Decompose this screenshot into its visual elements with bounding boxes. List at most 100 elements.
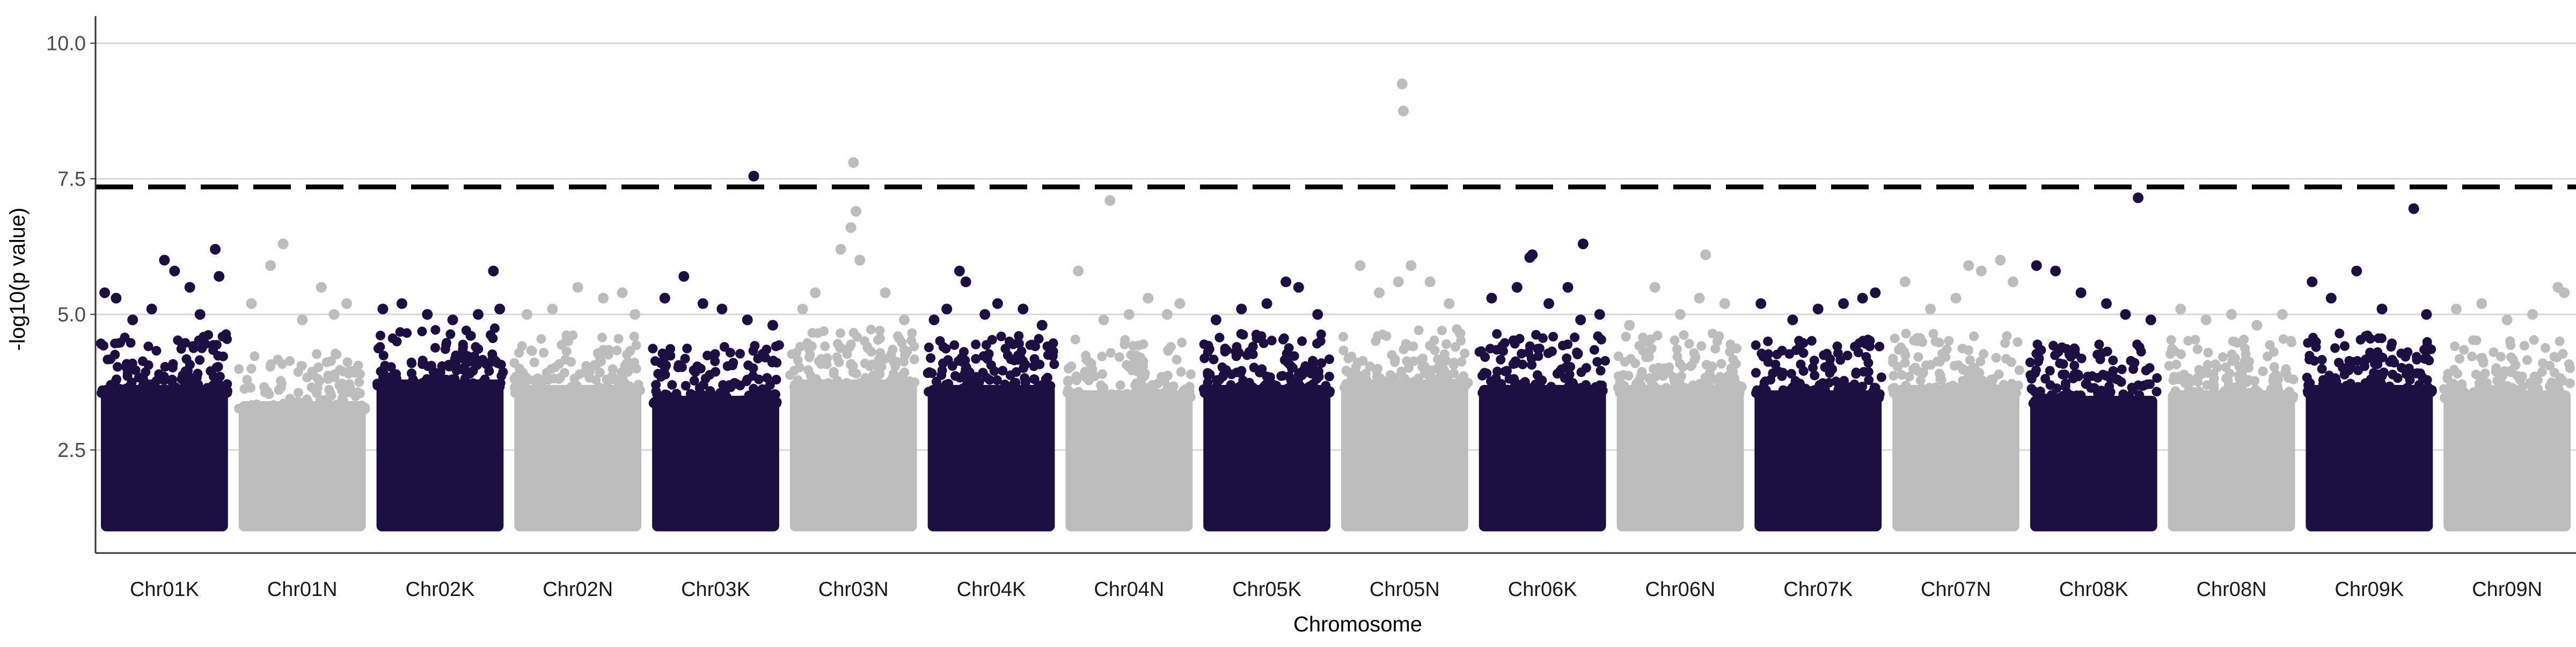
snp-point — [1965, 355, 1975, 365]
snp-point — [1104, 390, 1114, 400]
snp-point — [2529, 335, 2539, 345]
snp-point — [561, 336, 572, 346]
snp-point — [1865, 341, 1875, 352]
snp-point — [1720, 373, 1730, 383]
snp-point — [1621, 332, 1631, 341]
snp-point — [2365, 333, 2375, 344]
snp-top-point — [277, 238, 289, 250]
snp-point — [1890, 333, 1900, 344]
snp-point — [1701, 360, 1711, 370]
snp-point — [1305, 388, 1315, 398]
snp-point — [1491, 373, 1501, 383]
snp-point — [848, 328, 859, 338]
snp-point — [246, 364, 257, 374]
snp-point — [1665, 385, 1675, 395]
snp-point — [159, 375, 169, 386]
snp-point — [1484, 387, 1494, 397]
snp-point — [662, 390, 672, 400]
snp-point — [1130, 357, 1139, 366]
snp-point — [2265, 340, 2275, 350]
snp-top-point — [2008, 276, 2018, 287]
snp-point — [765, 380, 775, 390]
snp-point — [2374, 333, 2383, 343]
snp-point — [1684, 339, 1694, 349]
x-tick-label: Chr09K — [2334, 578, 2404, 601]
snp-point — [651, 380, 661, 390]
snp-point — [383, 382, 392, 392]
snp-top-point — [396, 298, 407, 309]
snp-point — [698, 380, 708, 390]
chromosome-bulk-points — [1754, 390, 1882, 532]
snp-point — [1427, 373, 1437, 383]
snp-point — [1350, 382, 1360, 392]
snp-point — [2478, 358, 2489, 368]
snp-point — [875, 369, 885, 379]
snp-point — [115, 338, 126, 348]
snp-top-point — [1396, 78, 1408, 90]
snp-point — [97, 388, 106, 398]
y-tick-label: 2.5 — [57, 439, 86, 462]
snp-point — [1199, 388, 1210, 398]
snp-point — [2087, 371, 2097, 381]
snp-point — [1297, 336, 1307, 346]
snp-point — [289, 403, 299, 413]
x-tick-label: Chr07K — [1783, 578, 1853, 601]
snp-point — [1034, 334, 1044, 344]
snp-top-point — [1018, 303, 1029, 315]
snp-point — [1869, 382, 1879, 392]
snp-point — [771, 341, 781, 352]
snp-point — [1036, 384, 1046, 395]
snp-point — [1362, 375, 1372, 385]
snp-point — [2258, 366, 2268, 376]
snp-point — [151, 376, 162, 386]
snp-point — [2519, 340, 2529, 351]
snp-top-point — [1398, 105, 1409, 117]
snp-point — [1724, 386, 1734, 396]
snp-point — [572, 388, 582, 398]
snp-point — [516, 380, 526, 390]
snp-point — [1600, 356, 1610, 366]
snp-point — [787, 349, 797, 359]
snp-point — [961, 364, 971, 374]
snp-point — [945, 388, 955, 398]
snp-point — [1930, 337, 1941, 346]
snp-point — [428, 379, 438, 389]
snp-point — [575, 369, 585, 379]
snp-point — [833, 339, 843, 349]
snp-point — [2455, 354, 2465, 364]
snp-top-point — [1870, 287, 1881, 299]
snp-point — [2190, 335, 2200, 345]
snp-point — [2317, 355, 2327, 365]
snp-point — [1933, 357, 1942, 366]
snp-point — [1209, 354, 1219, 365]
snp-point — [772, 358, 782, 368]
snp-point — [1236, 366, 1247, 376]
snp-point — [618, 387, 628, 397]
snp-point — [2212, 362, 2222, 373]
snp-point — [1006, 388, 1016, 398]
snp-point — [2002, 388, 2011, 398]
snp-top-point — [1975, 265, 1987, 277]
snp-top-point — [1098, 314, 1109, 325]
snp-point — [1820, 388, 1830, 398]
snp-point — [2529, 371, 2540, 381]
snp-point — [2151, 387, 2162, 397]
snp-point — [1688, 388, 1699, 398]
snp-top-point — [1694, 293, 1705, 304]
snp-point — [1798, 338, 1809, 348]
snp-point — [2171, 359, 2182, 369]
snp-point — [2141, 366, 2151, 375]
snp-top-point — [1293, 282, 1304, 293]
snp-point — [1238, 388, 1248, 398]
snp-point — [1538, 333, 1548, 343]
snp-point — [705, 370, 715, 380]
snp-point — [1768, 368, 1778, 379]
snp-point — [612, 345, 622, 355]
snp-point — [841, 378, 852, 388]
snp-point — [2269, 376, 2279, 387]
snp-point — [1991, 384, 2001, 394]
snp-point — [866, 324, 876, 335]
snp-point — [2124, 396, 2134, 406]
snp-point — [2118, 389, 2128, 399]
snp-point — [209, 372, 218, 382]
